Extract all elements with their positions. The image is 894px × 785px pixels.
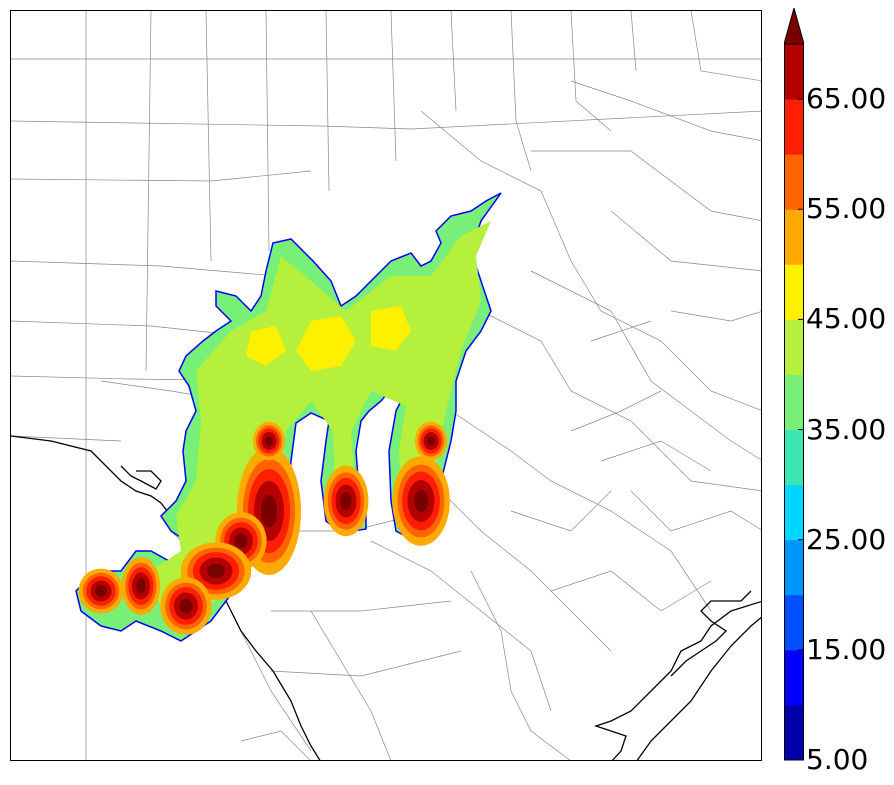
colorbar-bin (784, 539, 804, 596)
echo-core (265, 436, 273, 446)
colorbar-bin (784, 429, 804, 486)
county-line (145, 11, 152, 372)
county-line (240, 730, 311, 760)
coastline (11, 435, 761, 760)
colorbar-bin (784, 484, 804, 541)
colorbar-bin (784, 99, 804, 155)
echo-core (427, 436, 435, 446)
echo-core (234, 533, 248, 549)
county-line (271, 600, 452, 612)
county-line (370, 540, 552, 712)
county-line (570, 80, 761, 141)
county-line (325, 11, 330, 192)
county-line (430, 480, 612, 652)
echo-core (95, 585, 107, 597)
county-line (205, 11, 212, 262)
echo-core (179, 598, 193, 614)
echo-core (340, 492, 352, 510)
colorbar-tick-label: 35.00 (806, 412, 887, 446)
county-line (590, 320, 652, 342)
county-line (570, 11, 612, 132)
county-line (450, 410, 712, 612)
county-line (690, 11, 761, 82)
county-line (510, 11, 532, 172)
county-line (530, 270, 761, 461)
echo-region (296, 316, 356, 371)
county-line (480, 310, 761, 492)
echo-region (371, 306, 411, 351)
echo-core (207, 563, 225, 579)
colorbar-bin (784, 264, 804, 320)
reflectivity-field (75, 192, 502, 642)
county-line (11, 110, 761, 130)
county-line (270, 650, 462, 677)
map-canvas (11, 11, 761, 760)
county-line (470, 570, 571, 760)
county-line (630, 11, 637, 72)
coastline-segment (636, 616, 761, 760)
county-line (531, 150, 761, 221)
colorbar-bin (784, 649, 804, 706)
county-line (600, 440, 712, 472)
colorbar-bin (784, 594, 804, 651)
coastline-segment (593, 600, 761, 760)
county-line (390, 11, 397, 162)
radar-map (10, 10, 762, 761)
county-line (265, 11, 270, 252)
county-line (510, 490, 612, 532)
colorbar-bin (784, 44, 804, 100)
county-line (310, 610, 391, 760)
colorbar-bin (784, 374, 804, 431)
echo-core (261, 495, 277, 527)
county-line (450, 11, 457, 112)
county-line (420, 110, 761, 411)
colorbar-bin (784, 209, 804, 265)
colorbar-extend-arrow (784, 8, 804, 45)
county-line (550, 570, 712, 612)
echo-core (413, 489, 429, 513)
coastline-segment (120, 465, 162, 490)
colorbar-bin (784, 319, 804, 375)
echo-region (246, 326, 286, 366)
colorbar-tick-label: 65.00 (806, 82, 887, 116)
coastline-segment (670, 590, 752, 677)
county-line (11, 260, 312, 280)
colorbar-tick-label: 5.00 (806, 743, 869, 776)
colorbar-tick-label: 55.00 (806, 192, 887, 226)
colorbar-tick-label: 25.00 (806, 522, 887, 556)
colorbar-tick-label: 45.00 (806, 302, 887, 336)
county-line (610, 210, 761, 272)
county-line (630, 490, 761, 532)
county-line (11, 170, 312, 182)
colorbar-tick-label: 15.00 (806, 632, 887, 666)
county-line (11, 435, 122, 442)
county-line (570, 390, 662, 432)
echo-core (136, 578, 146, 594)
colorbar (784, 8, 804, 761)
colorbar-bin (784, 154, 804, 210)
county-line (670, 310, 761, 322)
colorbar-bin (784, 704, 804, 761)
colorbar-frame (784, 43, 804, 761)
